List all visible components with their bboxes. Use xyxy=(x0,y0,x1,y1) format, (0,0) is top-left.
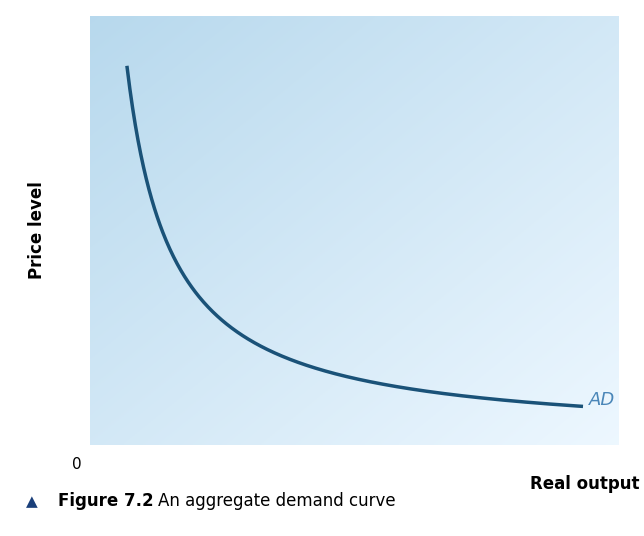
Text: AD: AD xyxy=(589,391,616,409)
Text: Real output: Real output xyxy=(530,475,639,493)
Text: Price level: Price level xyxy=(28,182,46,279)
Text: Figure 7.2: Figure 7.2 xyxy=(58,492,159,510)
Text: ▲: ▲ xyxy=(26,494,38,509)
Text: 0: 0 xyxy=(72,457,82,472)
Text: An aggregate demand curve: An aggregate demand curve xyxy=(158,492,395,510)
